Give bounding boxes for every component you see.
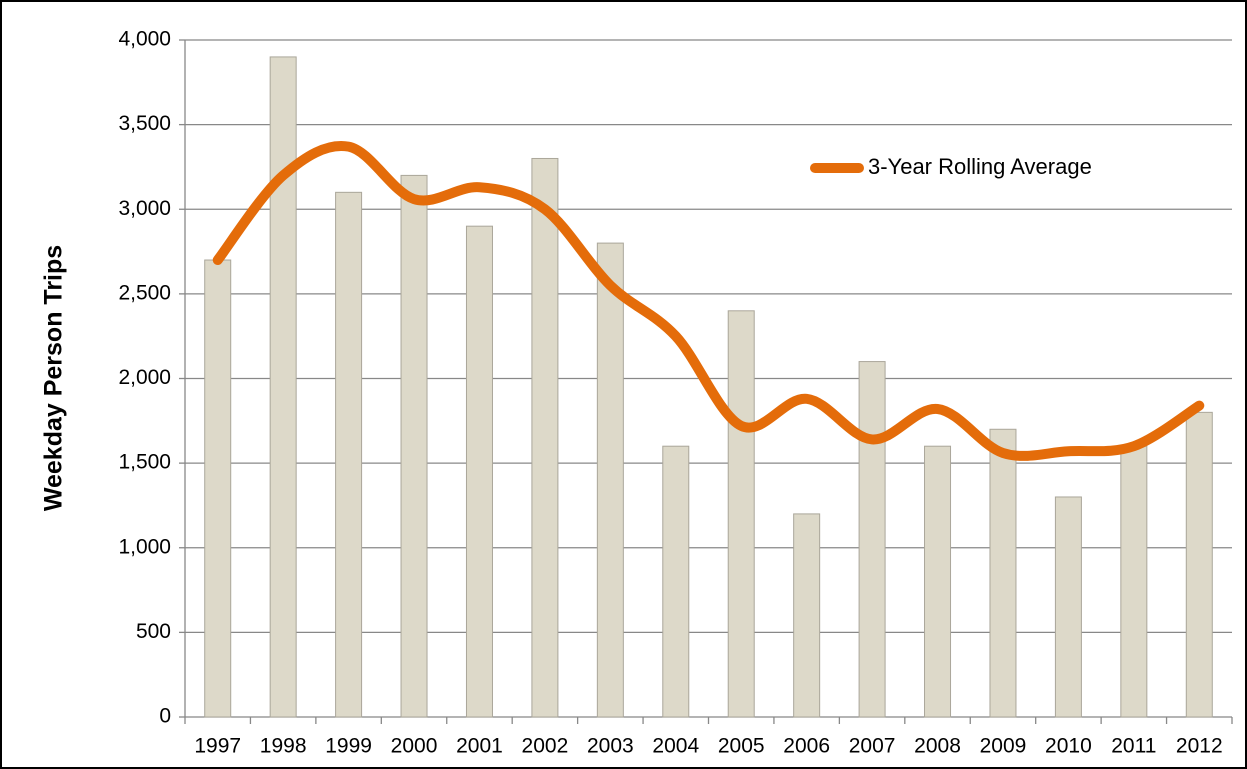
bar <box>1120 445 1148 718</box>
x-tick-label: 1999 <box>325 735 372 758</box>
y-tick-label: 1,000 <box>118 535 171 558</box>
bar <box>662 445 690 718</box>
y-tick-label: 2,500 <box>118 281 171 304</box>
x-tick-label: 2012 <box>1176 735 1223 758</box>
bar <box>204 259 232 718</box>
bar <box>989 428 1017 718</box>
y-axis-title: Weekday Person Trips <box>40 245 68 511</box>
y-tick-label: 500 <box>136 620 171 643</box>
legend-label: 3-Year Rolling Average <box>868 154 1092 179</box>
x-tick-label: 2003 <box>587 735 634 758</box>
y-tick-label: 3,000 <box>118 197 171 220</box>
x-tick-label: 2009 <box>980 735 1027 758</box>
bar <box>727 310 755 718</box>
x-tick-label: 2006 <box>783 735 830 758</box>
bar <box>924 445 952 718</box>
y-tick-label: 4,000 <box>118 28 171 51</box>
bar <box>1054 496 1082 718</box>
bar <box>269 56 297 718</box>
x-tick-label: 2004 <box>652 735 699 758</box>
bar <box>1185 411 1213 718</box>
y-tick-label: 0 <box>159 705 171 728</box>
bar <box>400 174 428 718</box>
y-tick-label: 2,000 <box>118 366 171 389</box>
x-tick-label: 1998 <box>260 735 307 758</box>
bar <box>858 361 886 718</box>
bar <box>465 225 493 718</box>
x-tick-label: 2000 <box>391 735 438 758</box>
x-tick-label: 2001 <box>456 735 503 758</box>
x-tick-label: 2007 <box>849 735 896 758</box>
line-series <box>212 140 1205 461</box>
bar <box>531 157 559 718</box>
x-tick-label: 2011 <box>1111 735 1156 758</box>
bar <box>596 242 624 718</box>
bar <box>793 513 821 718</box>
x-tick-label: 2005 <box>718 735 765 758</box>
y-tick-label: 3,500 <box>118 112 171 135</box>
x-tick-label: 2002 <box>522 735 569 758</box>
x-tick-label: 2010 <box>1045 735 1092 758</box>
y-tick-label: 1,500 <box>118 451 171 474</box>
x-tick-label: 2008 <box>914 735 961 758</box>
x-tick-label: 1997 <box>194 735 241 758</box>
bar <box>335 191 363 718</box>
